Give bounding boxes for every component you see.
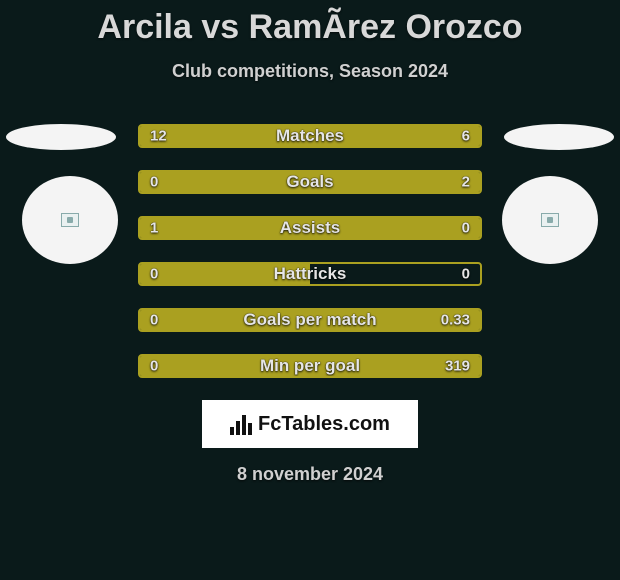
fctables-logo: FcTables.com bbox=[202, 400, 418, 448]
comparison-container: 126Matches 02Goals 10Assists 00Hattricks 00.… bbox=[0, 124, 620, 378]
date-label: 8 november 2024 bbox=[0, 464, 620, 485]
player1-flag-placeholder bbox=[6, 124, 116, 150]
player2-flag-placeholder bbox=[504, 124, 614, 150]
stat-row: 00.33Goals per match bbox=[138, 308, 482, 332]
stat-row: 02Goals bbox=[138, 170, 482, 194]
logo-bars-icon bbox=[230, 413, 252, 435]
logo-text: FcTables.com bbox=[258, 413, 390, 436]
image-placeholder-icon bbox=[61, 213, 79, 227]
stat-label: Matches bbox=[140, 126, 480, 146]
stat-row: 0319Min per goal bbox=[138, 354, 482, 378]
stat-bars: 126Matches 02Goals 10Assists 00Hattricks 00.… bbox=[138, 124, 482, 378]
image-placeholder-icon bbox=[541, 213, 559, 227]
stat-row: 10Assists bbox=[138, 216, 482, 240]
stat-row: 00Hattricks bbox=[138, 262, 482, 286]
stat-label: Assists bbox=[140, 218, 480, 238]
player2-avatar-placeholder bbox=[502, 176, 598, 264]
stat-label: Goals per match bbox=[140, 310, 480, 330]
subtitle: Club competitions, Season 2024 bbox=[0, 61, 620, 82]
stat-label: Goals bbox=[140, 172, 480, 192]
stat-label: Min per goal bbox=[140, 356, 480, 376]
page-title: Arcila vs RamÃ­rez Orozco bbox=[0, 0, 620, 47]
stat-row: 126Matches bbox=[138, 124, 482, 148]
stat-label: Hattricks bbox=[140, 264, 480, 284]
player1-avatar-placeholder bbox=[22, 176, 118, 264]
